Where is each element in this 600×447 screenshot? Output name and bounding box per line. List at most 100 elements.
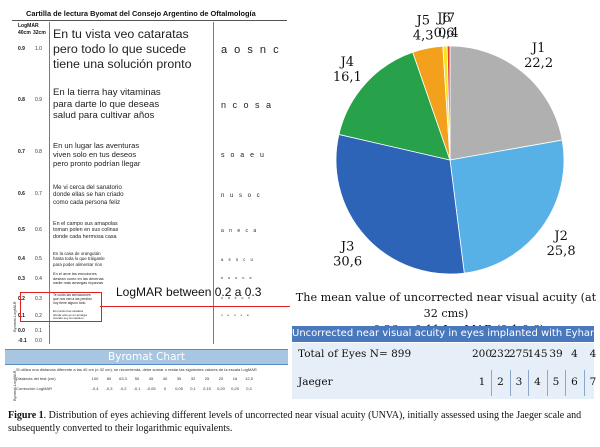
row-logmar: 0.2 — [18, 296, 25, 302]
pie-label-j5: J5 — [415, 14, 430, 29]
foot-cell: 63,3 — [119, 376, 127, 381]
reading-letters: o a e u n — [221, 296, 253, 300]
caption-label: Figure 1 — [8, 410, 44, 421]
foot-cell: 0,15 — [203, 386, 211, 391]
pie-value-j3: 30,6 — [333, 255, 362, 270]
foot-cell: 80 — [106, 376, 112, 381]
reading-paragraph: Me vi cerca del sanatorio donde ellas se… — [53, 184, 124, 206]
row-32cm: 0.6 — [35, 227, 42, 233]
foot-row-label: Distancia del test (cm) — [16, 376, 56, 381]
row-logmar: 0.7 — [18, 149, 25, 155]
table-cell-jaeger: 2 — [497, 376, 504, 388]
reading-letters: n u s o c — [221, 193, 262, 199]
table-cell-eyes: 39 — [549, 348, 563, 360]
table-col-separator — [528, 370, 529, 396]
reading-paragraph: El mundo has castalos donde solo es un a… — [53, 309, 87, 321]
caption-text: . Distribution of eyes achieving differe… — [8, 410, 582, 434]
foot-cell: -0,05 — [146, 386, 156, 391]
table-cell-eyes: 275 — [509, 348, 530, 360]
card-column-divider — [213, 22, 214, 344]
table-cell-eyes: 4 — [571, 348, 578, 360]
row-logmar: 0.3 — [18, 276, 25, 282]
row-32cm: 1.0 — [35, 46, 42, 52]
row-logmar: 0.6 — [18, 191, 25, 197]
reading-paragraph: En el aroe las emociones desean como en … — [53, 271, 104, 286]
card-foot-row-correction: Corrección LogMAR -0,4 -0,3 -0,2 -0,1 -0,05 0 0… — [16, 386, 291, 391]
pie-label-j7: J7 — [440, 11, 455, 26]
highlight-box — [20, 292, 102, 322]
table-cell-jaeger: 3 — [515, 376, 523, 388]
foot-cell: 50 — [134, 376, 140, 381]
row-32cm: 0.3 — [35, 296, 42, 302]
row-32cm: 0.8 — [35, 149, 42, 155]
reading-letters: n c o s a — [221, 100, 274, 110]
pie-slice-j4 — [338, 51, 451, 161]
pie-value-j6: 0,6 — [434, 26, 455, 41]
row-label-eyes: Total of Eyes N= 899 — [298, 348, 412, 360]
reading-letters: s o a e u — [221, 152, 266, 159]
pie-label-j1: J1 — [530, 41, 545, 56]
table-cell-eyes: 4 — [589, 348, 597, 360]
pie-slice-j1 — [449, 45, 563, 161]
table-cell-jaeger: 5 — [552, 376, 560, 388]
foot-cell: 0,3 — [246, 386, 252, 391]
pie-value-j1: 22,2 — [524, 56, 553, 71]
pie-label-j4: J4 — [339, 55, 354, 70]
reading-paragraph: En un lugar las aventuras viven solo en … — [53, 141, 141, 169]
foot-cell: -0,1 — [133, 386, 141, 391]
reading-paragraph: En el campo sus amapolas toman polen en … — [53, 221, 119, 240]
reading-paragraph: En la tierra hay vitaminas para darte lo… — [53, 87, 161, 121]
foot-cell: 16 — [232, 376, 238, 381]
foot-cell: 0,25 — [231, 386, 239, 391]
card-foot-row-distance: Distancia del test (cm) 100 80 63,3 50 45 40 35… — [16, 376, 291, 381]
foot-cell: -0,2 — [119, 386, 127, 391]
col-40cm-header: 40cm — [18, 30, 31, 36]
row-logmar: 0.8 — [18, 97, 25, 103]
col-32cm-header: 32cm — [33, 30, 46, 36]
table-col-separator — [583, 370, 585, 396]
table-cell-jaeger: 1 — [478, 376, 486, 388]
foot-cell: 20 — [218, 376, 224, 381]
reading-letters: a s n c u — [221, 257, 255, 262]
row-logmar: 0.4 — [18, 256, 25, 262]
foot-cell: 40 — [162, 376, 168, 381]
table-row-eyes: Total of Eyes N= 899 200 232 275 145 39 4 4 — [292, 343, 596, 367]
reading-letters: n e o s a — [221, 313, 251, 317]
table-cell-jaeger: 4 — [534, 376, 541, 388]
reading-paragraph: Te cuido las sensaciones que nos van a l… — [53, 293, 92, 306]
col-logmar-header: LogMAR — [18, 23, 39, 29]
table-cell-eyes: 145 — [527, 348, 548, 360]
card-column-divider — [49, 22, 50, 344]
reading-paragraph: En tu vista veo cataratas pero todo lo q… — [53, 27, 192, 71]
reading-letters: e s o n e — [221, 276, 254, 280]
row-logmar: 0.1 — [18, 313, 25, 319]
mean-line-1: The mean value of uncorrected near visua… — [295, 291, 597, 320]
card-footnote: Si utiliza una distancia diferente a las… — [16, 367, 257, 372]
foot-cell: 45 — [148, 376, 154, 381]
foot-cell: 0,20 — [217, 386, 225, 391]
table-col-separator — [565, 370, 566, 396]
foot-cell: -0,4 — [91, 386, 99, 391]
pie-value-j4: 16,1 — [333, 70, 362, 85]
table-cell-eyes: 200 — [472, 348, 493, 360]
row-32cm: 0.1 — [35, 328, 42, 334]
foot-cell: 0,1 — [190, 386, 196, 391]
row-32cm: 0.5 — [35, 256, 42, 262]
pie-slice-j7 — [446, 45, 451, 161]
row-32cm: 0.9 — [35, 97, 42, 103]
table-cell-eyes: 232 — [490, 348, 511, 360]
pie-value-j7: 0,4 — [438, 26, 459, 41]
pie-label-j3: J3 — [339, 240, 354, 255]
row-label-jaeger: Jaeger — [298, 376, 333, 388]
reading-chart-card: Cartilla de lectura Byomat del Consejo A… — [6, 6, 287, 401]
reading-paragraph: En la casa de orangután hasta toda lo qu… — [53, 251, 105, 267]
pie-value-j5: 4,3 — [413, 29, 434, 44]
foot-cell: 35 — [176, 376, 182, 381]
foot-cell: 12,5 — [245, 376, 253, 381]
callout-label: LogMAR between 0.2 a 0.3 — [116, 285, 262, 299]
reading-letters: a n e c a — [221, 228, 259, 234]
row-logmar: 0.5 — [18, 227, 25, 233]
card-top-rule — [12, 20, 287, 21]
table-col-separator — [546, 370, 548, 396]
